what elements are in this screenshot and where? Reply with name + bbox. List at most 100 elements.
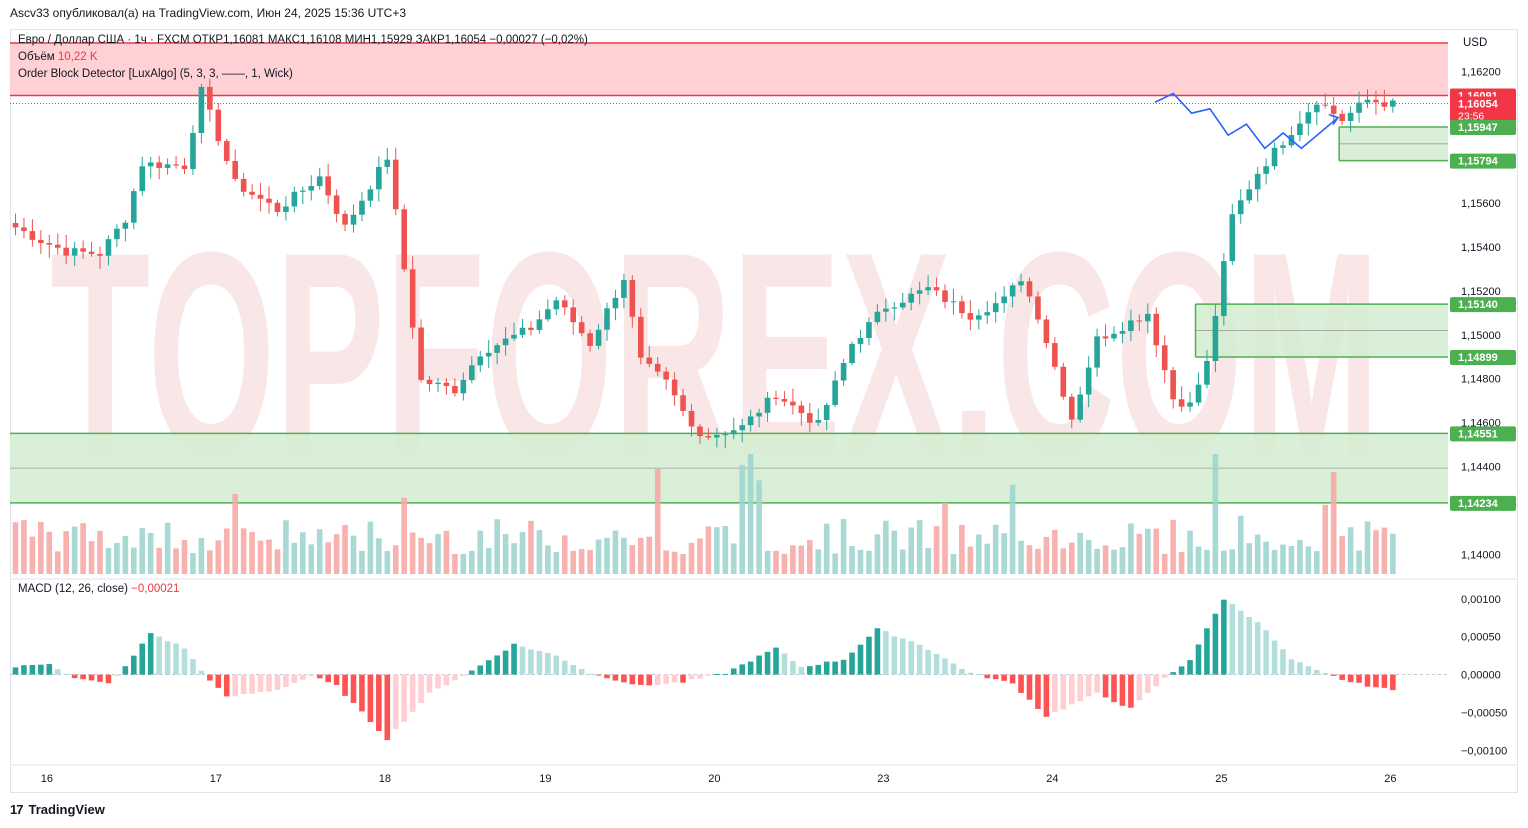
indicator-legend[interactable]: Order Block Detector [LuxAlgo] (5, 3, 3,… (18, 68, 293, 80)
candle-body (730, 430, 737, 435)
volume-bar (1026, 545, 1033, 574)
macd-bar (1195, 644, 1202, 675)
volume-bar (1322, 504, 1329, 574)
candle-body (849, 343, 855, 364)
projection-line (1154, 92, 1339, 150)
price-chart[interactable]: TOPFOREX.COM 1,162001,156001,154001,1520… (10, 29, 1518, 793)
candle-body (308, 186, 315, 191)
macd-bar (984, 674, 991, 679)
candle-body (1330, 105, 1337, 114)
volume-bar (29, 536, 36, 574)
volume-bar (1128, 523, 1134, 574)
volume-bar (181, 539, 188, 574)
volume-bar (131, 547, 137, 574)
macd-bar (705, 674, 712, 676)
macd-bar (747, 661, 754, 675)
candle-body (1094, 336, 1100, 368)
macd-bar (418, 674, 424, 704)
price-tag-label: 1,15947 (1458, 122, 1498, 134)
volume-bar (790, 545, 796, 574)
volume-bar (511, 543, 517, 574)
volume-bar (747, 454, 754, 574)
symbol-legend[interactable]: Евро / Доллар США · 1ч · FXCM ОТКР1,1608… (18, 34, 588, 46)
candle-body (832, 380, 838, 405)
candle-body (992, 303, 999, 313)
volume-bar (671, 551, 678, 574)
currency-label[interactable]: USD (1463, 37, 1488, 49)
macd-bar (840, 659, 847, 675)
candle-body (1060, 366, 1067, 397)
volume-bar (1288, 546, 1295, 574)
volume-bars (12, 454, 1396, 574)
macd-bar (612, 674, 619, 681)
macd-bar (1153, 674, 1160, 687)
candle-body (756, 412, 762, 417)
volume-bar (392, 545, 399, 574)
price-axis-label: 1,14800 (1461, 374, 1501, 386)
macd-bar (1381, 674, 1388, 688)
candle-body (1102, 336, 1109, 339)
volume-bar (629, 545, 636, 574)
brand-name: TradingView (28, 802, 105, 817)
macd-bar (1237, 610, 1244, 675)
macd-bar (300, 674, 306, 680)
macd-bar (663, 674, 669, 684)
macd-bar (992, 674, 999, 680)
price-tag-label: 1,14234 (1458, 498, 1499, 510)
volume-bar (266, 539, 272, 574)
candle-body (933, 287, 940, 291)
macd-bar (38, 664, 44, 675)
macd-bar (1026, 674, 1033, 700)
volume-bar (274, 549, 281, 574)
volume-bar (1178, 551, 1185, 574)
macd-legend[interactable]: MACD (12, 26, close) −0,00021 (18, 583, 179, 595)
volume-bar (621, 537, 627, 574)
macd-bar (899, 638, 906, 675)
macd-bar (1187, 660, 1193, 675)
macd-bar (1288, 659, 1295, 675)
macd-bar (621, 674, 627, 683)
candle-body (671, 379, 678, 396)
macd-bar (452, 674, 458, 681)
candle-body (1119, 330, 1126, 334)
volume-bar (1339, 536, 1345, 574)
candle-body (823, 404, 830, 420)
macd-bar (1077, 674, 1083, 702)
macd-axis-label: −0,00100 (1461, 745, 1507, 757)
candle-body (266, 198, 272, 203)
macd-histogram (10, 599, 1448, 741)
candle-body (460, 379, 467, 394)
candle-body (1297, 123, 1303, 136)
macd-bar (325, 674, 331, 683)
volume-legend[interactable]: Объём 10,22 K (18, 51, 98, 63)
macd-bar (916, 644, 923, 675)
candle-body (1195, 384, 1202, 403)
macd-bar (908, 641, 914, 675)
candle-body (359, 200, 365, 215)
macd-bar (350, 674, 357, 703)
publisher-header: Ascv33 опубликовал(а) на TradingView.com… (10, 6, 407, 20)
volume-bar (401, 497, 407, 574)
macd-bar (316, 674, 323, 679)
candle-body (815, 419, 822, 423)
macd-axis-label: 0,00100 (1461, 594, 1501, 606)
macd-bar (832, 661, 838, 675)
macd-bar (1136, 674, 1143, 701)
footer-brand[interactable]: 17 TradingView (10, 802, 105, 817)
macd-bar (29, 664, 36, 675)
candle-body (773, 397, 779, 399)
candle-body (511, 334, 517, 339)
volume-bar (714, 527, 720, 574)
volume-bar (967, 546, 974, 574)
candle-body (114, 228, 120, 240)
macd-bar (1373, 674, 1379, 688)
candle-body (122, 222, 129, 229)
candle-body (1018, 281, 1024, 286)
macd-bar (156, 636, 162, 675)
macd-bar (190, 658, 196, 675)
volume-bar (1221, 550, 1227, 574)
candle-body (147, 162, 154, 167)
macd-bar (207, 674, 213, 681)
candle-body (959, 301, 965, 314)
macd-bar (1052, 674, 1058, 713)
